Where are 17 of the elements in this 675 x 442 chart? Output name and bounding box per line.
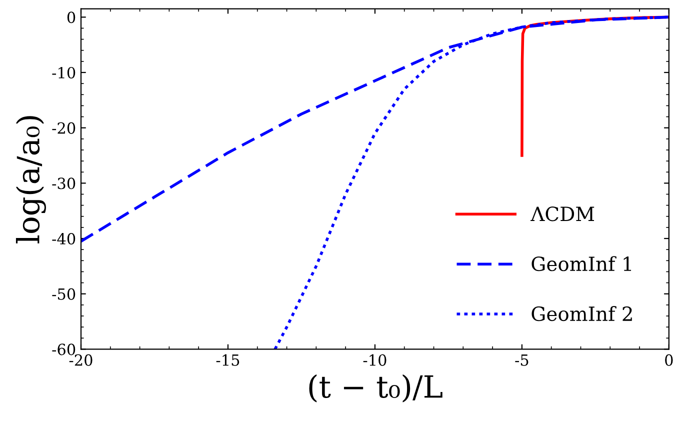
y-axis-title: log(a/a₀) bbox=[16, 116, 46, 244]
y-tick-label: -40 bbox=[52, 232, 76, 245]
x-tick-label: -5 bbox=[515, 354, 528, 366]
x-tick-label: -15 bbox=[216, 354, 240, 366]
y-tick-label: -60 bbox=[52, 344, 76, 356]
x-tick-label: -10 bbox=[363, 354, 386, 366]
y-tick-label: -30 bbox=[52, 178, 76, 190]
x-tick-label: 0 bbox=[665, 354, 673, 366]
legend-label: GeomInf 1 bbox=[532, 256, 632, 272]
y-tick-label: -10 bbox=[52, 66, 76, 78]
legend-label: GeomInf 2 bbox=[532, 306, 632, 322]
x-axis-title: (t − t₀)/L bbox=[309, 374, 442, 402]
x-tick-label: -20 bbox=[69, 354, 92, 366]
y-tick-label: 0 bbox=[67, 12, 76, 24]
y-tick-label: -50 bbox=[52, 288, 76, 300]
legend-label: ΛCDM bbox=[530, 206, 594, 222]
y-tick-label: -20 bbox=[52, 122, 76, 134]
